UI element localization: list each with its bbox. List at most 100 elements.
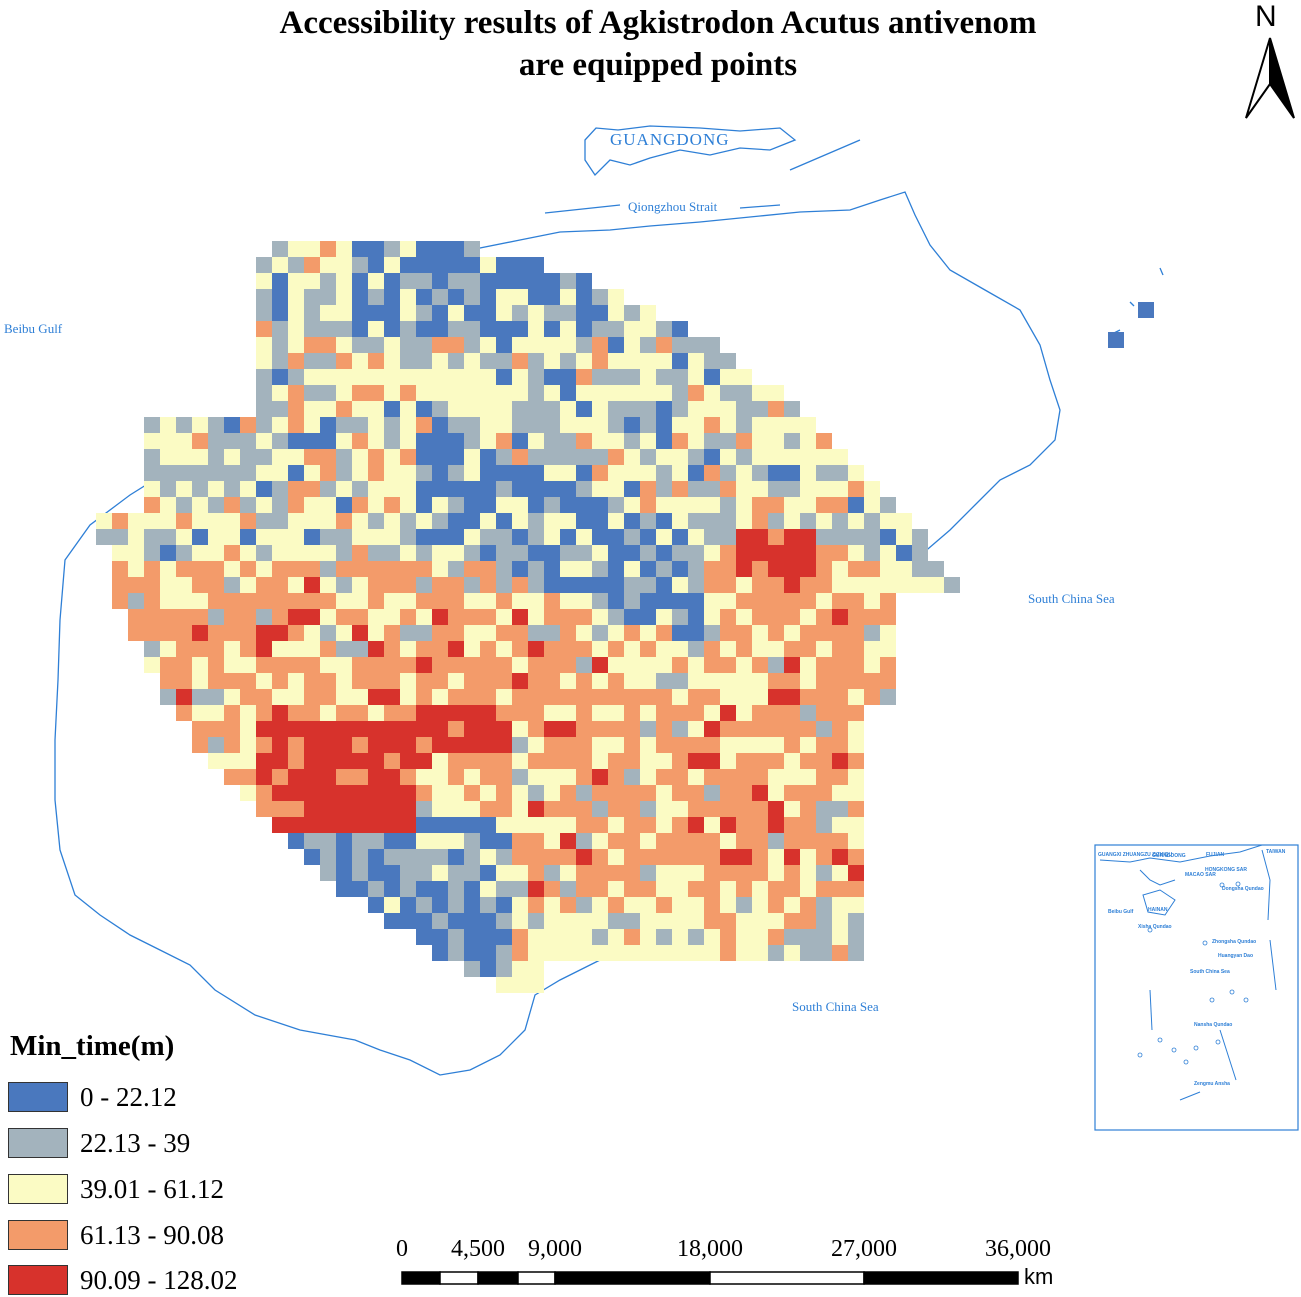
- raster-cell: [176, 593, 192, 609]
- raster-cell: [912, 561, 928, 577]
- raster-cell: [432, 737, 448, 753]
- raster-cell: [672, 785, 688, 801]
- raster-cell: [544, 833, 560, 849]
- raster-cell: [496, 401, 512, 417]
- raster-cell: [544, 625, 560, 641]
- raster-cell: [336, 753, 352, 769]
- inset-label: HONGKONG SAR: [1205, 867, 1247, 873]
- raster-cell: [560, 897, 576, 913]
- raster-cell: [640, 737, 656, 753]
- raster-cell: [864, 497, 880, 513]
- raster-cell: [704, 497, 720, 513]
- raster-cell: [352, 641, 368, 657]
- raster-cell: [416, 241, 432, 257]
- raster-cell: [224, 721, 240, 737]
- raster-cell: [448, 241, 464, 257]
- raster-cell: [880, 593, 896, 609]
- raster-cell: [368, 545, 384, 561]
- raster-cell: [224, 433, 240, 449]
- raster-cell: [528, 577, 544, 593]
- raster-cell: [304, 513, 320, 529]
- raster-cell: [672, 817, 688, 833]
- raster-cell: [624, 481, 640, 497]
- raster-cell: [144, 577, 160, 593]
- raster-cell: [480, 705, 496, 721]
- raster-cell: [288, 657, 304, 673]
- raster-cell: [208, 609, 224, 625]
- raster-cell: [704, 865, 720, 881]
- raster-cell: [608, 305, 624, 321]
- raster-cell: [864, 609, 880, 625]
- raster-cell: [720, 385, 736, 401]
- raster-cell: [288, 641, 304, 657]
- raster-cell: [656, 817, 672, 833]
- raster-cell: [720, 737, 736, 753]
- raster-cell: [560, 801, 576, 817]
- raster-cell: [800, 577, 816, 593]
- raster-cell: [496, 657, 512, 673]
- raster-cell: [768, 753, 784, 769]
- raster-cell: [672, 945, 688, 961]
- raster-cell: [288, 433, 304, 449]
- raster-cell: [784, 913, 800, 929]
- raster-cell: [592, 513, 608, 529]
- raster-cell: [864, 689, 880, 705]
- raster-cell: [512, 289, 528, 305]
- raster-cell: [352, 609, 368, 625]
- raster-cell: [720, 497, 736, 513]
- raster-cell: [592, 753, 608, 769]
- raster-cell: [816, 833, 832, 849]
- raster-cell: [752, 385, 768, 401]
- raster-cell: [288, 497, 304, 513]
- inset-island: [1235, 881, 1241, 887]
- raster-cell: [640, 865, 656, 881]
- raster-cell: [848, 529, 864, 545]
- raster-cell: [304, 689, 320, 705]
- raster-cell: [448, 881, 464, 897]
- raster-cell: [832, 865, 848, 881]
- raster-cell: [336, 273, 352, 289]
- raster-cell: [432, 529, 448, 545]
- raster-cell: [304, 673, 320, 689]
- raster-cell: [272, 321, 288, 337]
- raster-cell: [832, 609, 848, 625]
- raster-cell: [544, 561, 560, 577]
- raster-cell: [768, 529, 784, 545]
- raster-cell: [432, 273, 448, 289]
- raster-cell: [208, 545, 224, 561]
- raster-cell: [704, 401, 720, 417]
- raster-cell: [368, 289, 384, 305]
- raster-cell: [576, 593, 592, 609]
- raster-cell: [560, 833, 576, 849]
- raster-cell: [880, 673, 896, 689]
- raster-cell: [416, 721, 432, 737]
- raster-cell: [112, 561, 128, 577]
- raster-cell: [384, 897, 400, 913]
- raster-cell: [496, 977, 512, 993]
- raster-cell: [832, 929, 848, 945]
- raster-cell: [384, 529, 400, 545]
- raster-cell: [368, 417, 384, 433]
- raster-cell: [336, 401, 352, 417]
- raster-cell: [288, 513, 304, 529]
- raster-cell: [368, 705, 384, 721]
- raster-cell: [544, 321, 560, 337]
- raster-cell: [688, 561, 704, 577]
- raster-cell: [768, 577, 784, 593]
- raster-cell: [336, 657, 352, 673]
- raster-cell: [768, 593, 784, 609]
- raster-cell: [304, 465, 320, 481]
- title-line-1: Accessibility results of Agkistrodon Acu…: [279, 5, 1037, 41]
- raster-cell: [752, 529, 768, 545]
- raster-cell: [528, 497, 544, 513]
- raster-cell: [304, 433, 320, 449]
- raster-cell: [528, 817, 544, 833]
- raster-cell: [768, 545, 784, 561]
- raster-cell: [896, 529, 912, 545]
- raster-cell: [544, 369, 560, 385]
- raster-cell: [224, 513, 240, 529]
- raster-cell: [496, 609, 512, 625]
- raster-cell: [496, 721, 512, 737]
- raster-cell: [336, 737, 352, 753]
- inset-island: [1157, 1037, 1163, 1043]
